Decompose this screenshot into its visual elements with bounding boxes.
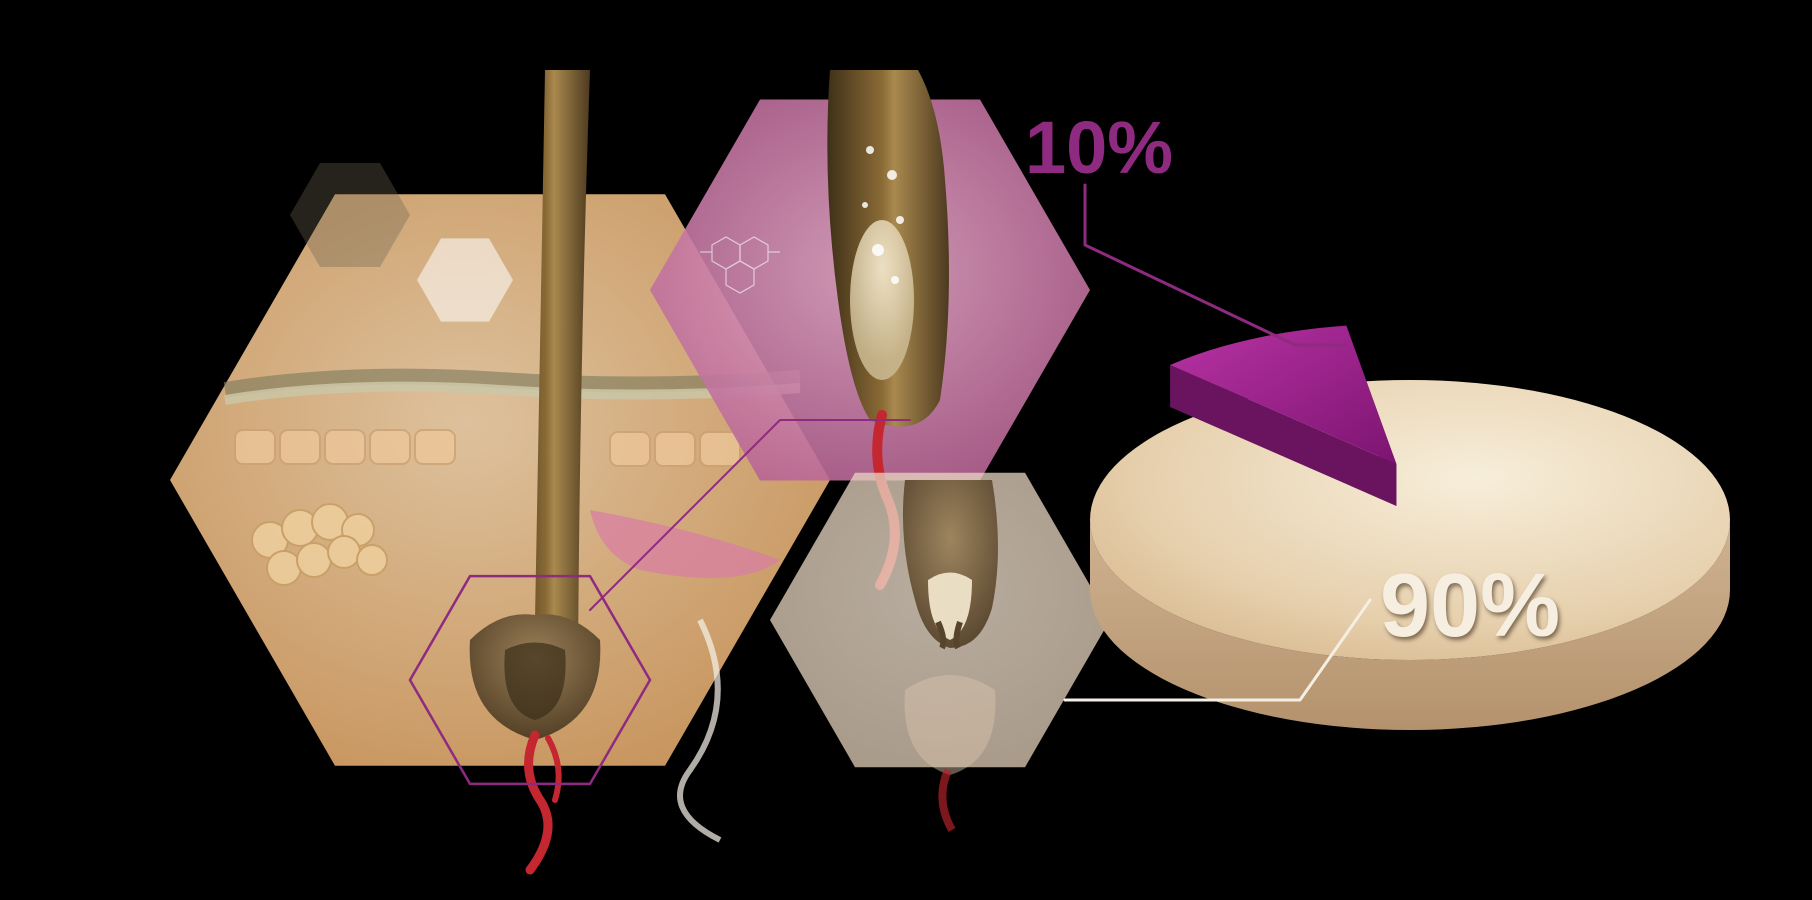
pie-chart (1090, 326, 1730, 730)
label-ten-percent: 10% (1025, 105, 1173, 190)
connector-purple_to_pie (1085, 185, 1345, 345)
infographic-stage: 10% 90% (0, 0, 1812, 900)
illustration-canvas (0, 0, 1812, 900)
label-ninety-percent: 90% (1380, 555, 1560, 658)
